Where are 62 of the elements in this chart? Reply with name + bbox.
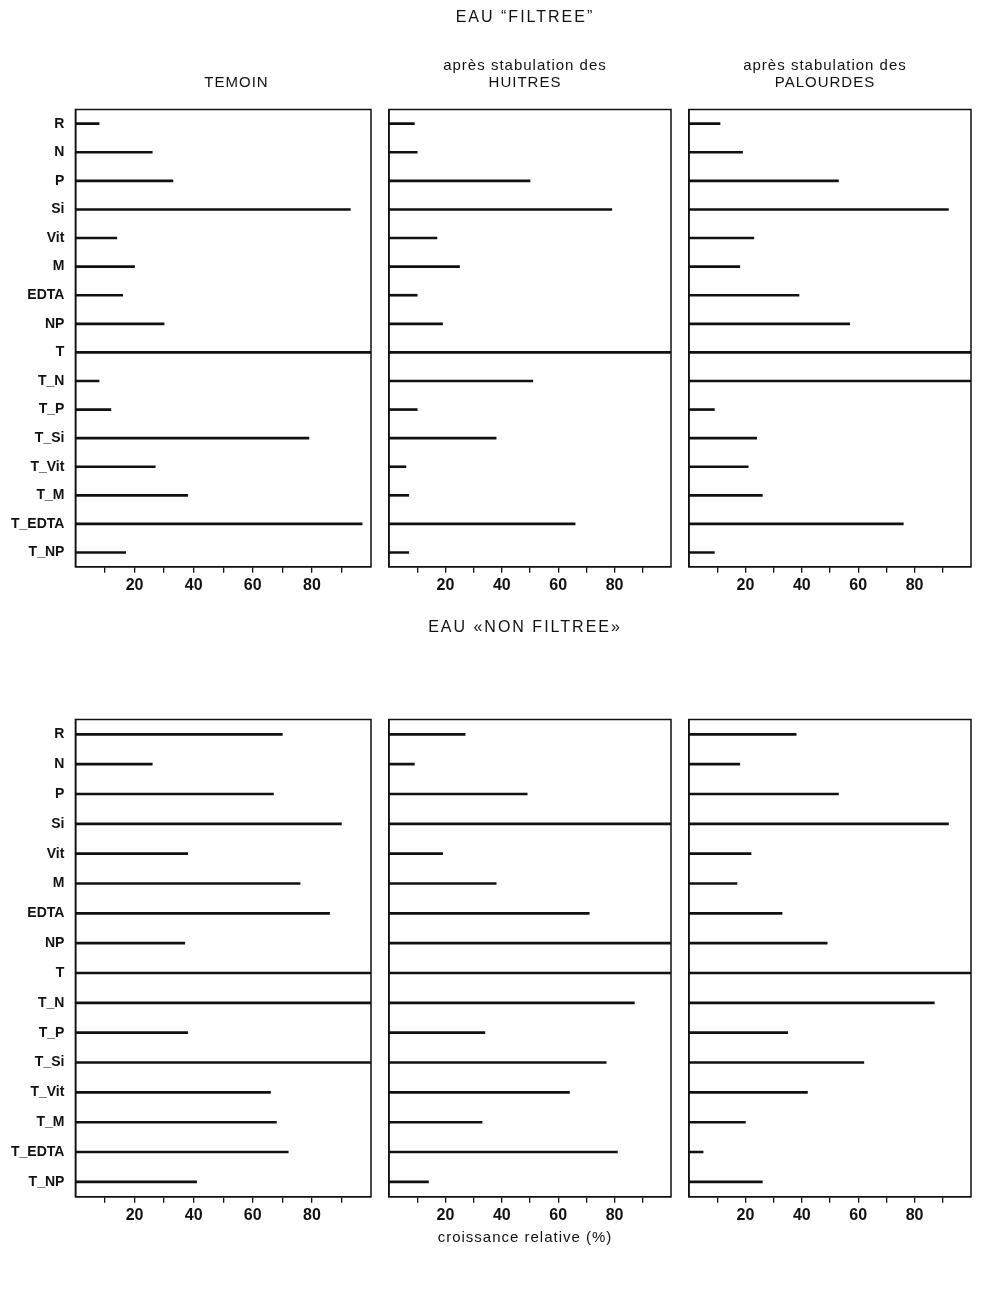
y-tick-label: T [55,343,65,360]
x-tick-label: 80 [905,1205,924,1223]
y-tick-label: N [54,143,65,160]
y-tick-label: T_Si [34,1053,65,1070]
y-tick-label: T_P [38,400,65,417]
x-tick-label: 60 [243,575,262,593]
y-tick-label: R [54,725,65,742]
y-tick-label: T_NP [28,1172,65,1189]
y-tick-label: T_EDTA [10,514,65,531]
y-tick-label: NP [44,314,65,331]
y-tick-label: P [55,171,65,188]
x-tick-label: 60 [549,1205,568,1223]
y-tick-label: EDTA [27,904,65,921]
y-tick-label: T_Vit [30,457,65,474]
y-tick-label: P [55,784,65,801]
y-tick-label: T_EDTA [10,1142,65,1159]
x-tick-label: 80 [302,1205,321,1223]
x-tick-label: 80 [302,575,321,593]
x-tick-label: 80 [605,575,624,593]
x-tick-label: 40 [792,1205,811,1223]
x-tick-label: 40 [492,1205,511,1223]
x-tick-label: 20 [736,575,755,593]
x-tick-label: 40 [184,575,203,593]
x-tick-label: 60 [549,575,568,593]
x-tick-label: 20 [125,1205,144,1223]
chart-title: EAU “FILTREE” [455,8,595,27]
y-tick-label: Si [51,200,65,217]
y-tick-label: T_M [36,1113,65,1130]
chart-title: EAU «NON FILTREE» [428,618,622,637]
x-tick-label: 20 [436,575,455,593]
chart-subtitle: TEMOIN [204,73,269,90]
y-tick-label: T_N [37,371,65,388]
y-tick-label: T [55,963,65,980]
y-tick-label: Si [51,814,65,831]
x-tick-label: 40 [492,575,511,593]
y-tick-label: T_N [37,993,65,1010]
x-tick-label: 20 [736,1205,755,1223]
x-tick-label: 60 [849,1205,868,1223]
x-tick-label: 20 [125,575,144,593]
y-tick-label: T_P [38,1023,65,1040]
y-tick-label: EDTA [27,286,65,303]
y-tick-label: T_Vit [30,1083,65,1100]
x-tick-label: 20 [436,1205,455,1223]
y-tick-label: M [52,257,65,274]
y-tick-label: T_M [36,486,65,503]
y-tick-label: R [54,114,65,131]
y-tick-label: M [52,874,65,891]
y-tick-label: Vit [46,228,65,245]
x-tick-label: 80 [605,1205,624,1223]
chart-subtitle: après stabulation des PALOURDES [742,56,908,90]
x-tick-label: 80 [905,575,924,593]
y-tick-label: T_Si [34,429,65,446]
y-tick-label: NP [44,934,65,951]
x-tick-label: 40 [184,1205,203,1223]
x-tick-label: 60 [243,1205,262,1223]
x-tick-label: 60 [849,575,868,593]
y-tick-label: Vit [46,844,65,861]
chart-subtitle: après stabulation des HUITRES [442,56,608,90]
x-axis-title: croissance relative (%) [436,1228,614,1245]
y-tick-label: T_NP [28,543,65,560]
x-tick-label: 40 [792,575,811,593]
y-tick-label: N [54,755,65,772]
